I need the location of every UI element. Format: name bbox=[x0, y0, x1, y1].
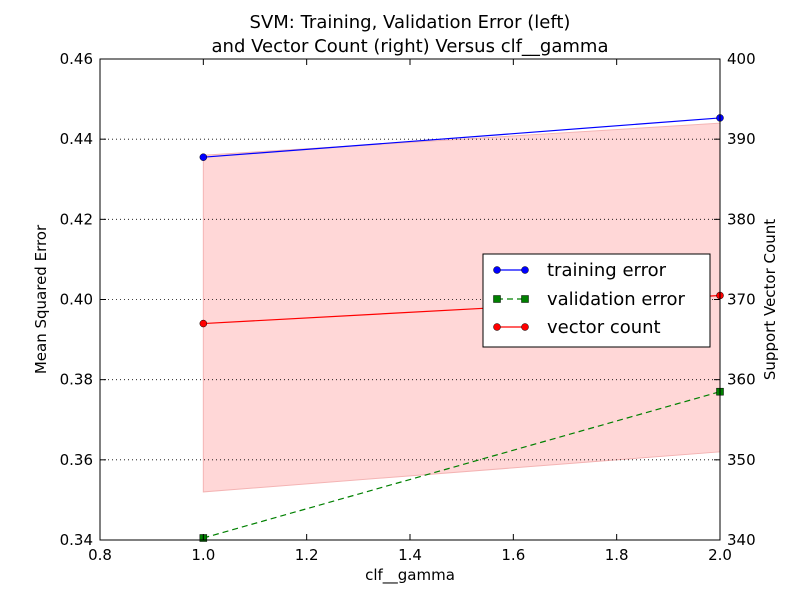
legend-entry-vector-count: vector count bbox=[493, 317, 661, 338]
y-right-tick-label: 390 bbox=[727, 130, 756, 148]
legend-label-training-error: training error bbox=[547, 260, 667, 281]
y-right-tick-label: 380 bbox=[727, 210, 756, 228]
y-left-axis-label: Mean Squared Error bbox=[32, 224, 50, 374]
x-tick-label: 0.8 bbox=[88, 546, 112, 564]
legend-entry-training-error: training error bbox=[493, 260, 667, 281]
y-left-tick-label: 0.40 bbox=[60, 291, 93, 309]
y-right-tick-label: 400 bbox=[727, 50, 756, 68]
x-tick-label: 1.8 bbox=[605, 546, 629, 564]
legend-label-vector-count: vector count bbox=[547, 317, 661, 338]
data-point-training-error bbox=[199, 153, 208, 161]
y-left-tick-label: 0.46 bbox=[60, 50, 93, 68]
y-right-tick-label: 360 bbox=[727, 371, 756, 389]
y-left-tick-label: 0.38 bbox=[60, 371, 93, 389]
x-axis-ticks: 0.8 1.0 1.2 1.4 1.6 1.8 2.0 bbox=[88, 59, 732, 564]
legend-marker-vector-count bbox=[493, 323, 501, 331]
chart-title-line1: SVM: Training, Validation Error (left) bbox=[250, 12, 571, 33]
y-right-axis-label: Support Vector Count bbox=[761, 219, 779, 380]
x-tick-label: 1.4 bbox=[398, 546, 422, 564]
data-point-vector-count bbox=[199, 319, 208, 328]
legend-entry-validation-error: validation error bbox=[493, 289, 686, 310]
y-right-tick-label: 370 bbox=[727, 291, 756, 309]
y-right-tick-label: 350 bbox=[727, 451, 756, 469]
x-tick-label: 1.2 bbox=[295, 546, 319, 564]
legend: training error validation error vector c… bbox=[482, 253, 711, 348]
legend-marker-vector-count bbox=[521, 323, 529, 331]
legend-marker-validation-error bbox=[493, 295, 501, 303]
legend-marker-training-error bbox=[521, 266, 529, 274]
series-line-training-error bbox=[203, 117, 721, 158]
y-right-axis-ticks: 340 350 360 370 380 390 400 bbox=[714, 50, 756, 549]
chart-title-line2: and Vector Count (right) Versus clf__gam… bbox=[212, 36, 609, 57]
x-tick-label: 1.0 bbox=[191, 546, 215, 564]
x-axis-label: clf__gamma bbox=[365, 566, 455, 585]
x-tick-label: 1.6 bbox=[501, 546, 525, 564]
y-left-tick-label: 0.42 bbox=[60, 210, 93, 228]
legend-label-validation-error: validation error bbox=[547, 289, 686, 310]
y-left-tick-label: 0.34 bbox=[60, 531, 93, 549]
y-left-tick-label: 0.44 bbox=[60, 130, 93, 148]
legend-marker-training-error bbox=[493, 266, 501, 274]
y-left-axis-ticks: 0.34 0.36 0.38 0.40 0.42 0.44 0.46 bbox=[60, 50, 106, 549]
y-right-tick-label: 340 bbox=[727, 531, 756, 549]
y-left-tick-label: 0.36 bbox=[60, 451, 93, 469]
legend-marker-validation-error bbox=[521, 295, 529, 303]
x-tick-label: 2.0 bbox=[708, 546, 732, 564]
